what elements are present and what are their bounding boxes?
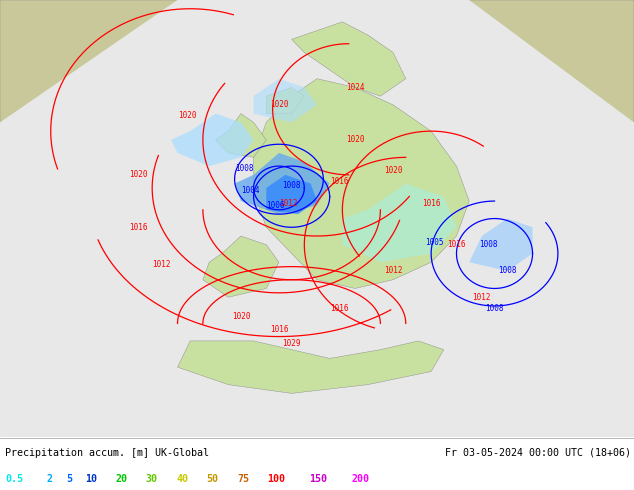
Text: 1024: 1024 bbox=[346, 83, 365, 92]
Text: 1008: 1008 bbox=[282, 181, 301, 190]
Polygon shape bbox=[292, 22, 406, 96]
Text: 5: 5 bbox=[66, 474, 72, 485]
Polygon shape bbox=[0, 219, 89, 284]
Polygon shape bbox=[178, 341, 444, 393]
Text: 1012: 1012 bbox=[279, 199, 298, 208]
Text: 1020: 1020 bbox=[384, 166, 403, 175]
Text: Precipitation accum. [m] UK-Global: Precipitation accum. [m] UK-Global bbox=[5, 448, 209, 458]
Polygon shape bbox=[171, 114, 254, 166]
Text: 100: 100 bbox=[268, 474, 285, 485]
Text: 1012: 1012 bbox=[384, 267, 403, 275]
Polygon shape bbox=[254, 79, 317, 122]
Polygon shape bbox=[235, 153, 330, 214]
Polygon shape bbox=[266, 175, 317, 214]
Text: 1016: 1016 bbox=[129, 223, 148, 232]
Text: 150: 150 bbox=[309, 474, 327, 485]
Text: 1020: 1020 bbox=[129, 171, 148, 179]
Text: 1016: 1016 bbox=[269, 325, 288, 335]
Text: 10: 10 bbox=[85, 474, 97, 485]
Polygon shape bbox=[254, 79, 469, 289]
Text: 2: 2 bbox=[47, 474, 53, 485]
Polygon shape bbox=[469, 219, 533, 271]
Text: 40: 40 bbox=[176, 474, 188, 485]
Text: 1020: 1020 bbox=[346, 135, 365, 145]
Polygon shape bbox=[0, 140, 89, 210]
Text: 0.5: 0.5 bbox=[5, 474, 23, 485]
Text: 1020: 1020 bbox=[178, 111, 197, 121]
Text: 20: 20 bbox=[115, 474, 127, 485]
Text: 1016: 1016 bbox=[330, 304, 349, 313]
Polygon shape bbox=[0, 0, 634, 437]
Text: 30: 30 bbox=[146, 474, 158, 485]
Text: 1029: 1029 bbox=[282, 339, 301, 347]
Polygon shape bbox=[203, 236, 279, 297]
Text: 1008: 1008 bbox=[235, 164, 254, 173]
Text: 1012: 1012 bbox=[472, 293, 491, 302]
Polygon shape bbox=[266, 87, 304, 114]
Text: 1004: 1004 bbox=[241, 186, 260, 195]
Polygon shape bbox=[228, 0, 349, 30]
Text: 1008: 1008 bbox=[498, 267, 517, 275]
Text: 50: 50 bbox=[207, 474, 219, 485]
Text: 200: 200 bbox=[351, 474, 369, 485]
Text: 1008: 1008 bbox=[479, 240, 498, 249]
Text: 1020: 1020 bbox=[269, 100, 288, 109]
Text: 1020: 1020 bbox=[231, 313, 250, 321]
Text: 1016: 1016 bbox=[447, 240, 466, 249]
Polygon shape bbox=[469, 0, 634, 437]
Text: 1016: 1016 bbox=[422, 199, 441, 208]
Text: 1008: 1008 bbox=[485, 304, 504, 313]
Text: 1016: 1016 bbox=[330, 177, 349, 186]
Text: 1006: 1006 bbox=[266, 201, 285, 210]
Polygon shape bbox=[0, 0, 203, 131]
Text: 1012: 1012 bbox=[152, 260, 171, 269]
Polygon shape bbox=[216, 114, 266, 157]
Text: 1005: 1005 bbox=[425, 238, 444, 247]
Polygon shape bbox=[342, 184, 456, 262]
Text: Fr 03-05-2024 00:00 UTC (18+06): Fr 03-05-2024 00:00 UTC (18+06) bbox=[445, 448, 631, 458]
Text: 75: 75 bbox=[237, 474, 249, 485]
